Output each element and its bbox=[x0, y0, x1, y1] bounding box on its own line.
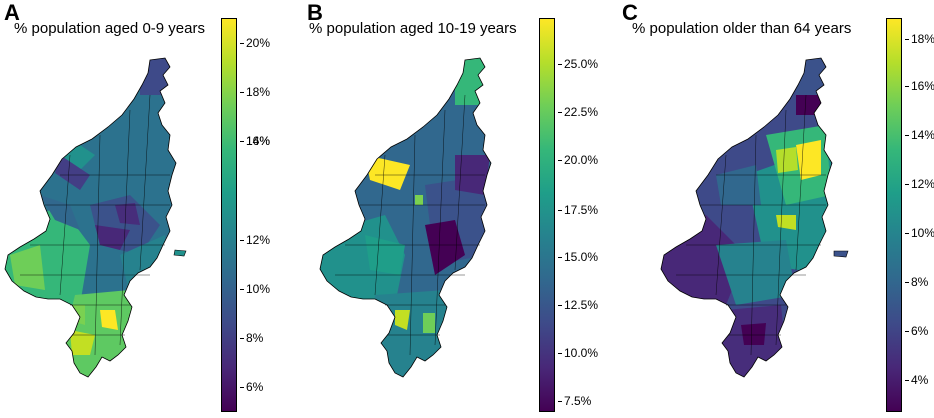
panel-letter: B bbox=[307, 0, 323, 25]
colorbar-age-0-9 bbox=[221, 18, 237, 412]
colorbar-tick: 10% bbox=[904, 226, 934, 240]
colorbar-age-10-19 bbox=[539, 18, 555, 412]
colorbar-tick: 12.5% bbox=[557, 298, 599, 312]
panel-title: % population aged 0-9 years bbox=[14, 20, 205, 37]
colorbar-tick: 10.0% bbox=[557, 346, 599, 360]
colorbar-tick: 16% bbox=[904, 79, 934, 93]
panel-letter: C bbox=[622, 0, 638, 25]
choropleth-map-age-10-19 bbox=[319, 57, 492, 378]
colorbar-tick: 8% bbox=[239, 331, 264, 345]
colorbar-tick: 25.0% bbox=[557, 57, 599, 71]
panel-c: C % population older than 64 years bbox=[620, 0, 934, 418]
colorbar-tick: 4% bbox=[904, 373, 929, 387]
panel-a: A % population aged 0-9 years bbox=[0, 0, 310, 418]
colorbar-age-over-64 bbox=[886, 18, 902, 412]
colorbar-tick: 8% bbox=[904, 275, 929, 289]
colorbar-tick: 12% bbox=[239, 233, 271, 247]
colorbar-tick: 6% bbox=[904, 324, 929, 338]
colorbar-tick: 7.5% bbox=[557, 394, 592, 408]
colorbar-tick: 6% bbox=[239, 380, 264, 394]
colorbar-tick: 14% bbox=[904, 128, 934, 142]
panel-b: B % population aged 10-19 years 7.5% 10.… bbox=[305, 0, 625, 418]
colorbar-tick: 20.0% bbox=[557, 153, 599, 167]
colorbar-tick: 15.0% bbox=[557, 250, 599, 264]
colorbar-tick: 17.5% bbox=[557, 203, 599, 217]
choropleth-map-age-over-64 bbox=[660, 57, 849, 378]
colorbar-tick: 22.5% bbox=[557, 105, 599, 119]
colorbar-tick: 18% bbox=[239, 85, 271, 99]
colorbar-tick: 20% bbox=[239, 36, 271, 50]
panel-title: % population aged 10-19 years bbox=[309, 20, 517, 37]
colorbar-tick: 12% bbox=[904, 177, 934, 191]
panel-letter: A bbox=[4, 0, 20, 25]
panel-title: % population older than 64 years bbox=[632, 20, 852, 37]
colorbar-tick: 18% bbox=[904, 32, 934, 46]
colorbar-tick: 10% bbox=[239, 282, 271, 296]
choropleth-map-age-0-9 bbox=[4, 57, 187, 378]
colorbar-tick: 16% bbox=[239, 134, 271, 148]
